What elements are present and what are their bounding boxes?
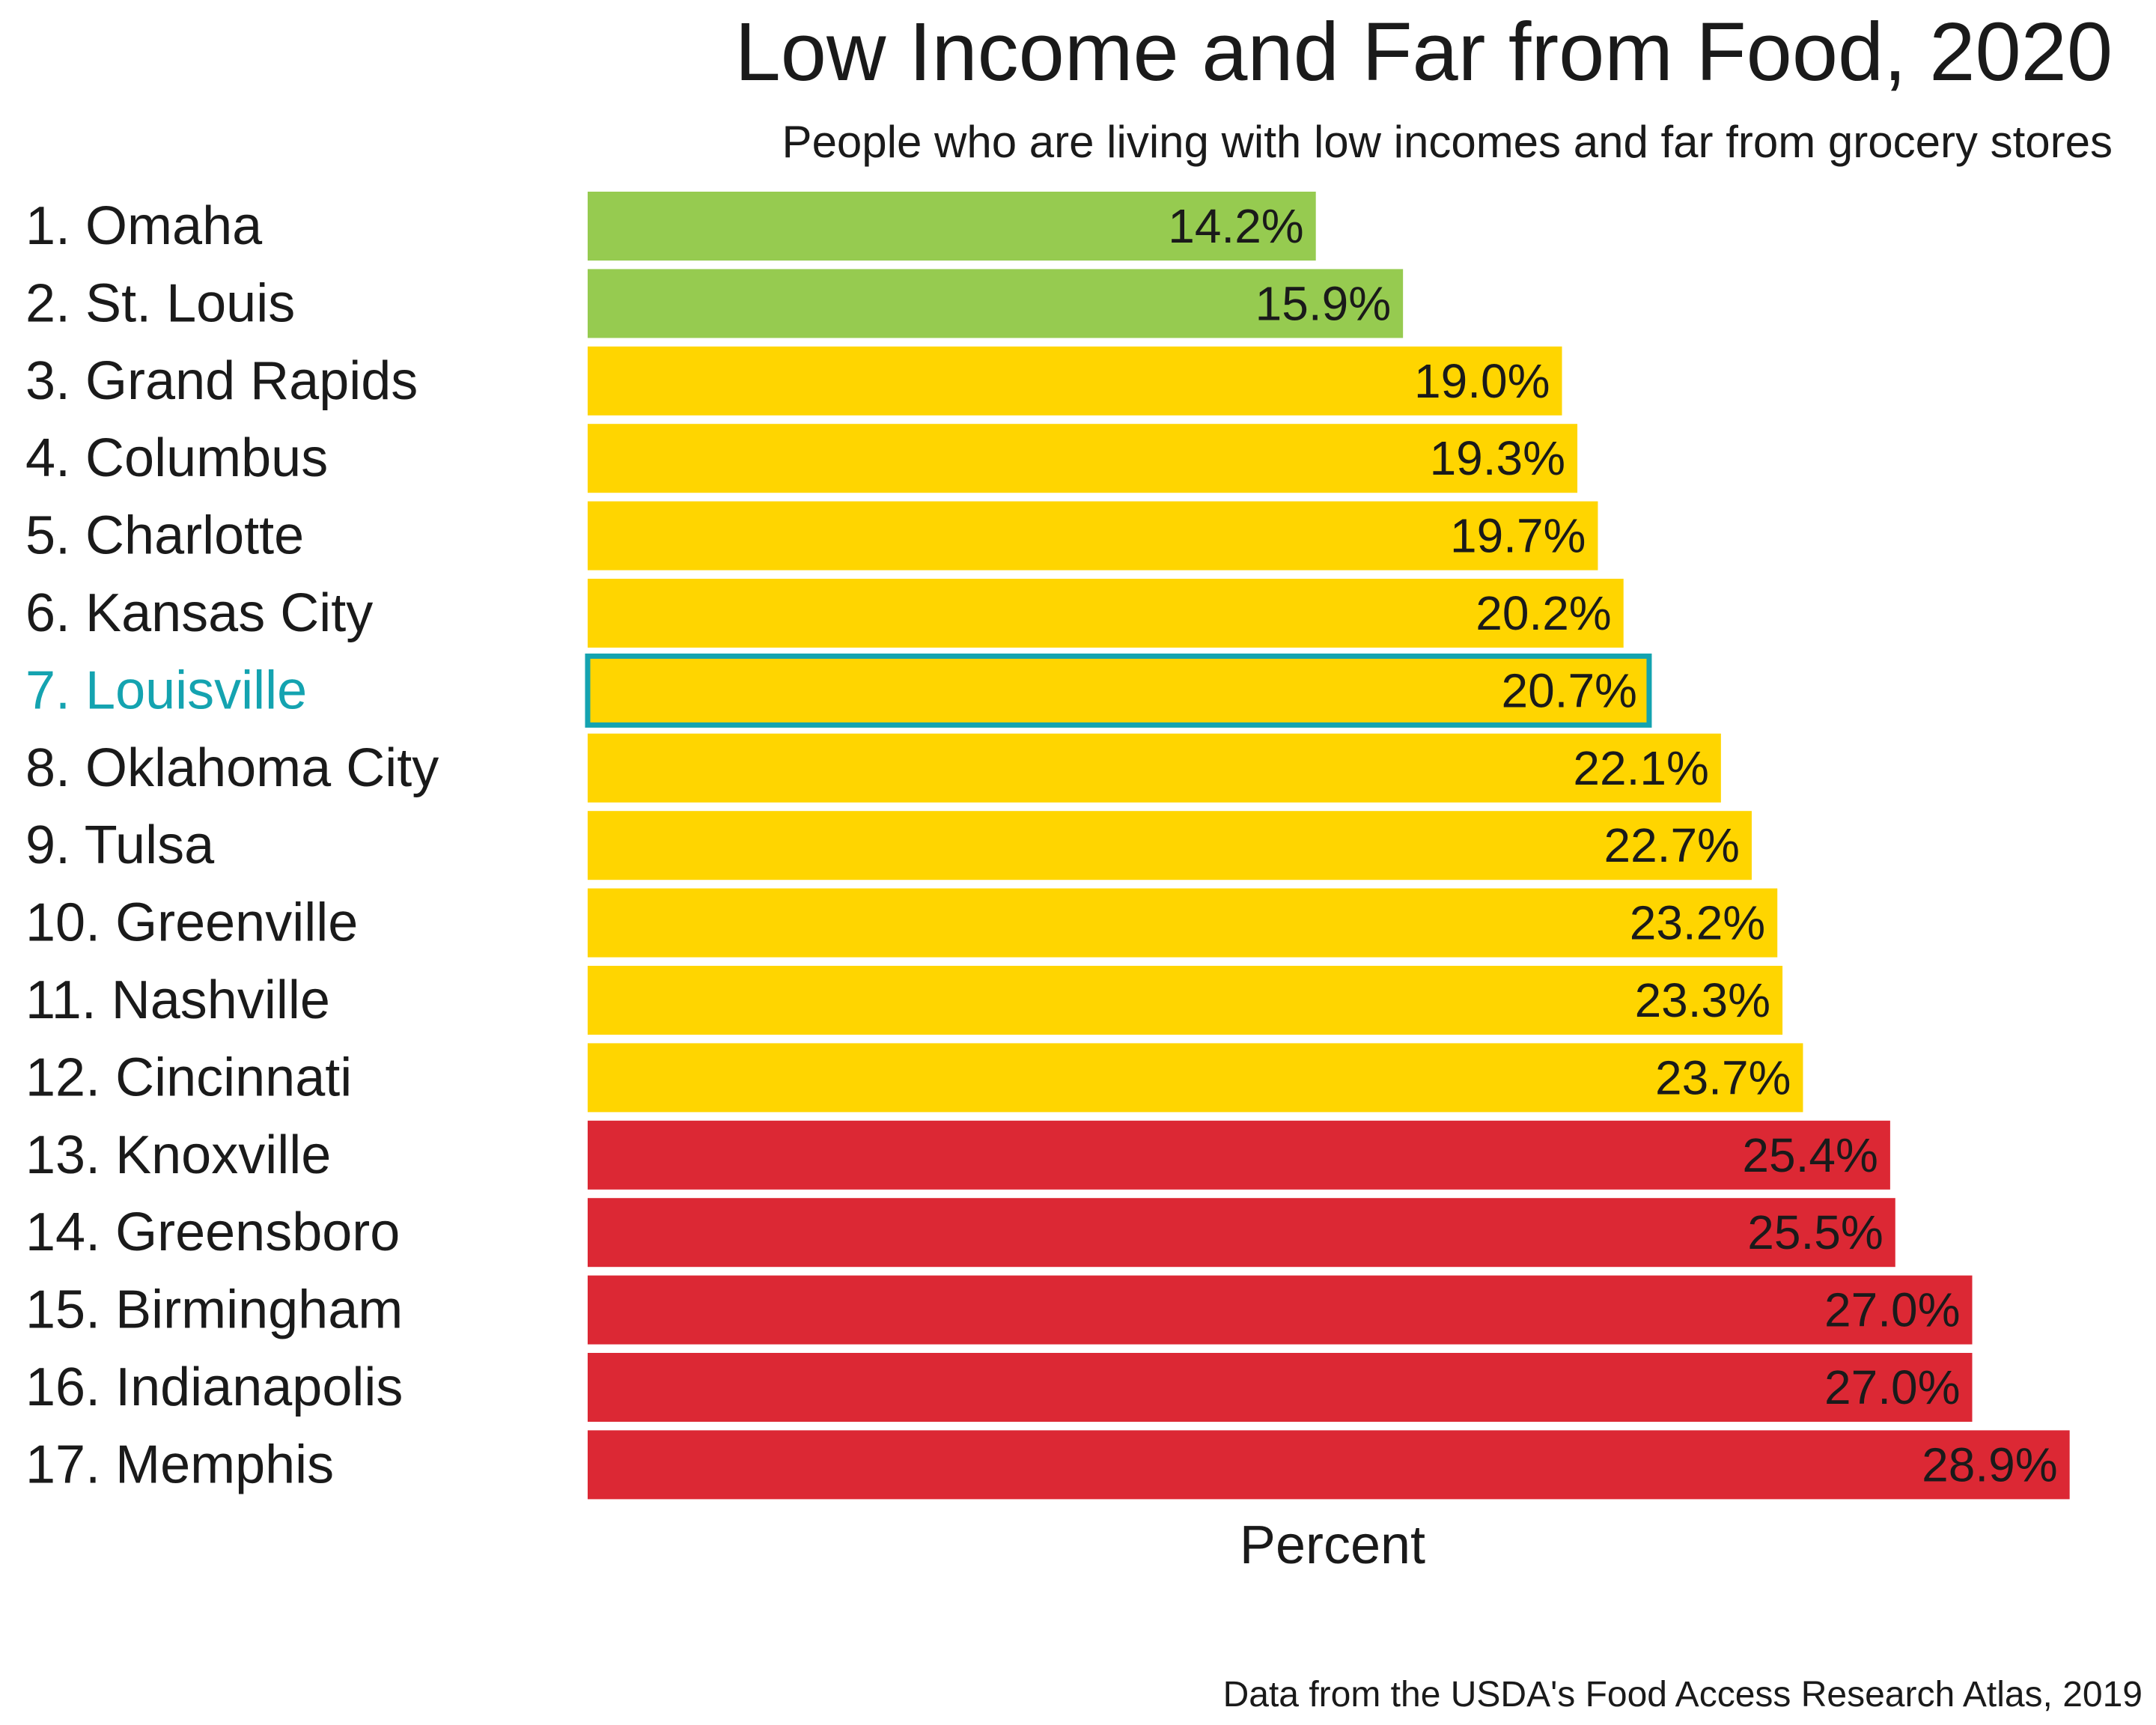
bar-16: [588, 1353, 1973, 1422]
bar-13: [588, 1120, 1890, 1190]
bar-14: [588, 1198, 1895, 1268]
category-label-8: 8. Oklahoma City: [25, 738, 439, 798]
bar-7: [585, 653, 1652, 728]
value-label-7: 20.7%: [1501, 663, 1636, 717]
bar-8: [588, 733, 1721, 803]
bars-group: [585, 192, 2070, 1500]
category-label-4: 4. Columbus: [25, 428, 328, 488]
value-labels: 14.2% 15.9% 19.0% 19.3% 19.7% 20.2% 20.7% 22.1%…: [1168, 199, 2057, 1491]
bar-10: [588, 888, 1778, 958]
value-label-15: 27.0%: [1824, 1283, 1960, 1337]
value-label-13: 25.4%: [1742, 1128, 1878, 1182]
category-label-11: 11. Nashville: [25, 970, 330, 1030]
category-label-16: 16. Indianapolis: [25, 1357, 403, 1417]
value-label-1: 14.2%: [1168, 199, 1303, 253]
source-note: Data from the USDA's Food Access Researc…: [1222, 1675, 2143, 1715]
value-label-16: 27.0%: [1824, 1360, 1960, 1414]
value-label-4: 19.3%: [1430, 431, 1565, 485]
value-label-11: 23.3%: [1635, 973, 1770, 1027]
bar-9: [588, 811, 1752, 880]
bar-12: [588, 1043, 1803, 1113]
value-label-2: 15.9%: [1255, 276, 1391, 330]
bar-4: [588, 424, 1578, 493]
chart-title: Low Income and Far from Food, 2020: [734, 6, 2113, 98]
category-label-17: 17. Memphis: [25, 1435, 334, 1494]
category-label-14: 14. Greensboro: [25, 1202, 400, 1262]
bar-17: [588, 1430, 2070, 1500]
x-axis-label: Percent: [1240, 1515, 1425, 1575]
category-label-12: 12. Cincinnati: [25, 1047, 352, 1107]
category-label-5: 5. Charlotte: [25, 506, 304, 566]
value-label-3: 19.0%: [1414, 354, 1550, 408]
bar-1: [588, 192, 1316, 261]
bar-15: [588, 1275, 1973, 1345]
category-label-3: 3. Grand Rapids: [25, 351, 418, 411]
bar-5: [588, 501, 1598, 571]
value-label-17: 28.9%: [1922, 1438, 2057, 1491]
bar-2: [588, 269, 1404, 338]
category-label-7: 7. Louisville: [25, 660, 307, 720]
category-label-9: 9. Tulsa: [25, 815, 215, 875]
value-label-10: 23.2%: [1630, 896, 1765, 950]
bar-11: [588, 966, 1783, 1035]
chart-subtitle: People who are living with low incomes a…: [782, 117, 2113, 167]
value-label-12: 23.7%: [1655, 1050, 1791, 1104]
category-labels: 1. Omaha 2. St. Louis 3. Grand Rapids 4. Co…: [25, 196, 439, 1494]
category-label-1: 1. Omaha: [25, 196, 263, 256]
category-label-2: 2. St. Louis: [25, 273, 295, 333]
value-label-9: 22.7%: [1604, 818, 1739, 872]
value-label-6: 20.2%: [1476, 586, 1611, 640]
value-label-8: 22.1%: [1573, 741, 1708, 795]
value-label-14: 25.5%: [1747, 1205, 1883, 1259]
category-label-13: 13. Knoxville: [25, 1125, 331, 1185]
category-label-10: 10. Greenville: [25, 893, 358, 953]
bar-3: [588, 346, 1562, 416]
bar-6: [588, 579, 1624, 648]
category-label-6: 6. Kansas City: [25, 583, 373, 643]
category-label-15: 15. Birmingham: [25, 1280, 403, 1340]
value-label-5: 19.7%: [1450, 509, 1586, 563]
